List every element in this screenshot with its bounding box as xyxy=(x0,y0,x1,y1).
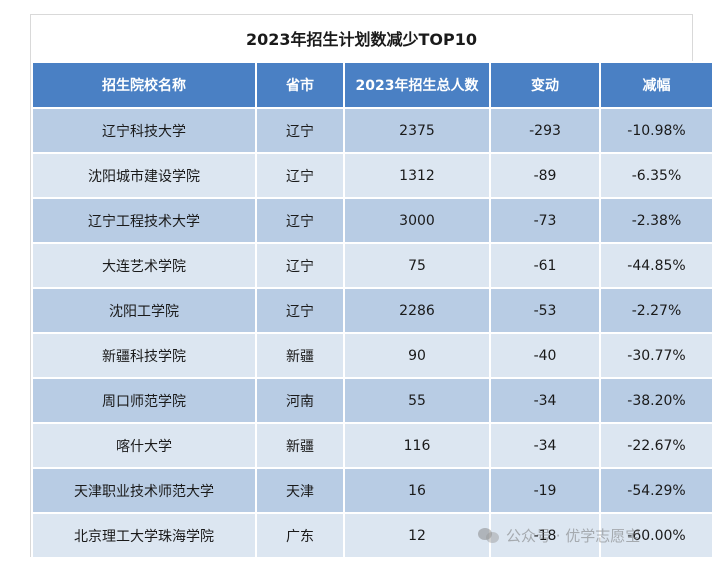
cell-total: 1312 xyxy=(343,152,491,199)
column-header-decline: 减幅 xyxy=(599,61,714,109)
cell-change: -18 xyxy=(489,512,601,559)
cell-province: 广东 xyxy=(255,512,345,559)
table-row: 周口师范学院 河南 55 -34 -38.20% xyxy=(31,377,714,424)
cell-school: 北京理工大学珠海学院 xyxy=(31,512,257,559)
table-row: 辽宁科技大学 辽宁 2375 -293 -10.98% xyxy=(31,107,714,154)
cell-decline: -44.85% xyxy=(599,242,714,289)
table-row: 天津职业技术师范大学 天津 16 -19 -54.29% xyxy=(31,467,714,514)
cell-change: -53 xyxy=(489,287,601,334)
cell-total: 75 xyxy=(343,242,491,289)
table-row: 新疆科技学院 新疆 90 -40 -30.77% xyxy=(31,332,714,379)
column-header-total: 2023年招生总人数 xyxy=(343,61,491,109)
cell-change: -89 xyxy=(489,152,601,199)
table-row: 北京理工大学珠海学院 广东 12 -18 -60.00% xyxy=(31,512,714,559)
cell-total: 90 xyxy=(343,332,491,379)
cell-province: 河南 xyxy=(255,377,345,424)
cell-province: 天津 xyxy=(255,467,345,514)
cell-school: 新疆科技学院 xyxy=(31,332,257,379)
column-header-province: 省市 xyxy=(255,61,345,109)
column-header-school: 招生院校名称 xyxy=(31,61,257,109)
cell-decline: -54.29% xyxy=(599,467,714,514)
cell-total: 2375 xyxy=(343,107,491,154)
table-title: 2023年招生计划数减少TOP10 xyxy=(31,15,692,61)
cell-decline: -22.67% xyxy=(599,422,714,469)
cell-province: 辽宁 xyxy=(255,152,345,199)
cell-province: 新疆 xyxy=(255,422,345,469)
cell-decline: -38.20% xyxy=(599,377,714,424)
cell-total: 116 xyxy=(343,422,491,469)
table-row: 沈阳工学院 辽宁 2286 -53 -2.27% xyxy=(31,287,714,334)
cell-province: 辽宁 xyxy=(255,287,345,334)
cell-school: 辽宁科技大学 xyxy=(31,107,257,154)
cell-decline: -60.00% xyxy=(599,512,714,559)
table-row: 辽宁工程技术大学 辽宁 3000 -73 -2.38% xyxy=(31,197,714,244)
cell-province: 辽宁 xyxy=(255,107,345,154)
cell-school: 沈阳工学院 xyxy=(31,287,257,334)
cell-change: -40 xyxy=(489,332,601,379)
cell-change: -19 xyxy=(489,467,601,514)
cell-decline: -10.98% xyxy=(599,107,714,154)
cell-province: 辽宁 xyxy=(255,242,345,289)
cell-school: 天津职业技术师范大学 xyxy=(31,467,257,514)
cell-total: 16 xyxy=(343,467,491,514)
cell-school: 大连艺术学院 xyxy=(31,242,257,289)
cell-school: 喀什大学 xyxy=(31,422,257,469)
cell-decline: -2.27% xyxy=(599,287,714,334)
cell-decline: -6.35% xyxy=(599,152,714,199)
header-row: 招生院校名称 省市 2023年招生总人数 变动 减幅 xyxy=(31,61,714,109)
cell-change: -73 xyxy=(489,197,601,244)
cell-change: -293 xyxy=(489,107,601,154)
cell-total: 55 xyxy=(343,377,491,424)
cell-school: 辽宁工程技术大学 xyxy=(31,197,257,244)
cell-total: 3000 xyxy=(343,197,491,244)
cell-change: -61 xyxy=(489,242,601,289)
cell-total: 12 xyxy=(343,512,491,559)
cell-change: -34 xyxy=(489,377,601,424)
data-table: 招生院校名称 省市 2023年招生总人数 变动 减幅 辽宁科技大学 辽宁 237… xyxy=(31,61,714,559)
cell-province: 新疆 xyxy=(255,332,345,379)
cell-decline: -2.38% xyxy=(599,197,714,244)
table-row: 大连艺术学院 辽宁 75 -61 -44.85% xyxy=(31,242,714,289)
cell-school: 沈阳城市建设学院 xyxy=(31,152,257,199)
cell-school: 周口师范学院 xyxy=(31,377,257,424)
table-row: 喀什大学 新疆 116 -34 -22.67% xyxy=(31,422,714,469)
cell-total: 2286 xyxy=(343,287,491,334)
cell-decline: -30.77% xyxy=(599,332,714,379)
table-row: 沈阳城市建设学院 辽宁 1312 -89 -6.35% xyxy=(31,152,714,199)
cell-province: 辽宁 xyxy=(255,197,345,244)
column-header-change: 变动 xyxy=(489,61,601,109)
cell-change: -34 xyxy=(489,422,601,469)
